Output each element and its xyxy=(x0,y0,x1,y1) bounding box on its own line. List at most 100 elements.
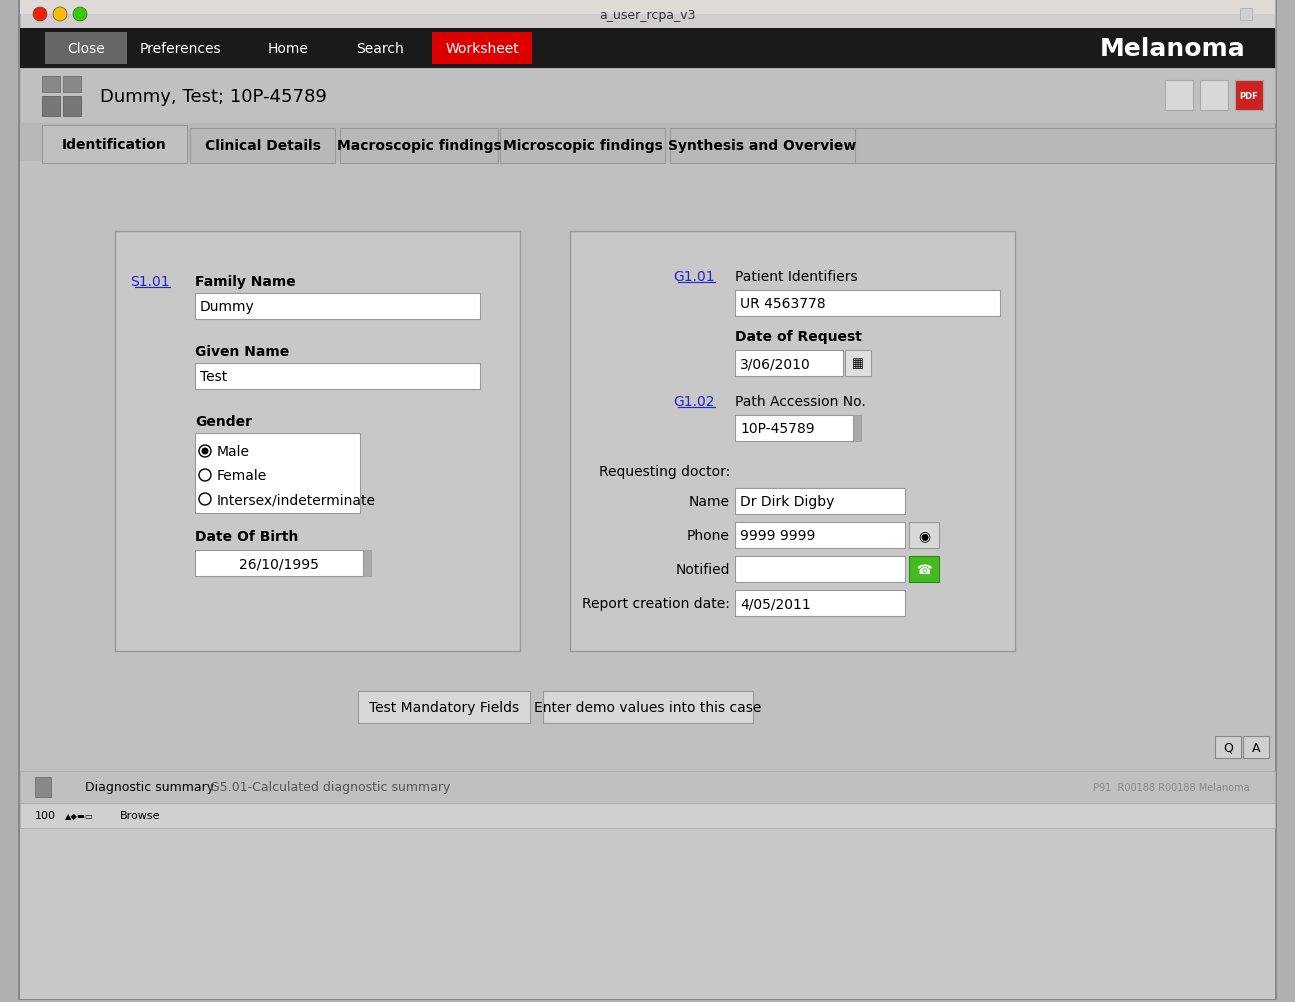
Bar xyxy=(41,126,186,164)
Bar xyxy=(736,416,853,442)
Bar xyxy=(341,129,499,164)
Text: Date Of Birth: Date Of Birth xyxy=(196,529,298,543)
Text: ▦: ▦ xyxy=(852,357,864,370)
Text: G1.01: G1.01 xyxy=(673,270,715,284)
Text: 26/10/1995: 26/10/1995 xyxy=(240,556,319,570)
Text: Dr Dirk Digby: Dr Dirk Digby xyxy=(739,495,834,508)
Text: a_user_rcpa_v3: a_user_rcpa_v3 xyxy=(600,8,695,21)
Bar xyxy=(19,772,1276,804)
Bar xyxy=(909,556,939,582)
Text: Search: Search xyxy=(356,42,404,56)
Bar xyxy=(19,29,1276,69)
Bar xyxy=(35,778,51,798)
Bar xyxy=(19,1,1276,29)
Bar xyxy=(736,489,905,514)
Bar xyxy=(1235,81,1263,111)
Bar xyxy=(63,77,82,93)
Text: S1.01: S1.01 xyxy=(131,275,170,289)
Text: Dummy, Test; 10P-45789: Dummy, Test; 10P-45789 xyxy=(100,87,326,105)
Text: ☎: ☎ xyxy=(916,563,932,576)
Bar xyxy=(63,97,82,117)
Bar xyxy=(1243,736,1269,759)
Text: Q: Q xyxy=(1222,740,1233,754)
Text: Identification: Identification xyxy=(62,138,167,152)
Bar xyxy=(736,351,843,377)
Bar xyxy=(909,522,939,548)
Text: Worksheet: Worksheet xyxy=(445,42,519,56)
Bar xyxy=(19,162,1276,772)
Text: Notified: Notified xyxy=(676,562,730,576)
Text: Path Accession No.: Path Accession No. xyxy=(736,395,866,409)
Bar xyxy=(736,556,905,582)
Text: P91  R00188 R00188 Melanoma: P91 R00188 R00188 Melanoma xyxy=(1093,783,1250,793)
Text: Close: Close xyxy=(67,42,105,56)
Text: 3/06/2010: 3/06/2010 xyxy=(739,357,811,371)
Circle shape xyxy=(202,448,208,455)
Text: Patient Identifiers: Patient Identifiers xyxy=(736,270,857,284)
Bar xyxy=(736,291,1000,317)
Bar xyxy=(433,33,532,65)
Text: Clinical Details: Clinical Details xyxy=(205,139,320,153)
Text: Gender: Gender xyxy=(196,415,253,429)
Text: Browse: Browse xyxy=(120,811,161,821)
Text: Test Mandatory Fields: Test Mandatory Fields xyxy=(369,700,519,714)
Text: Family Name: Family Name xyxy=(196,275,295,289)
Text: Report creation date:: Report creation date: xyxy=(583,596,730,610)
Bar xyxy=(41,77,60,93)
Text: Microscopic findings: Microscopic findings xyxy=(502,139,663,153)
Text: UR 4563778: UR 4563778 xyxy=(739,297,826,311)
Text: 9999 9999: 9999 9999 xyxy=(739,528,816,542)
Bar xyxy=(19,804,1276,829)
Bar xyxy=(1200,81,1228,111)
Circle shape xyxy=(199,494,211,505)
Bar xyxy=(196,434,360,513)
Bar xyxy=(363,550,370,576)
Bar xyxy=(19,69,1276,124)
Text: Given Name: Given Name xyxy=(196,345,289,359)
Text: 10P-45789: 10P-45789 xyxy=(739,422,815,436)
Text: Synthesis and Overview: Synthesis and Overview xyxy=(668,139,856,153)
Bar xyxy=(1241,9,1252,21)
Text: Dummy: Dummy xyxy=(199,300,255,314)
Circle shape xyxy=(199,446,211,458)
Bar xyxy=(853,416,861,442)
Text: Enter demo values into this case: Enter demo values into this case xyxy=(535,700,761,714)
Text: A: A xyxy=(1252,740,1260,754)
Text: PDF: PDF xyxy=(1239,91,1259,100)
Bar xyxy=(196,294,480,320)
Text: ▲◆▬▭: ▲◆▬▭ xyxy=(65,812,93,821)
Text: ◉: ◉ xyxy=(918,528,930,542)
Bar xyxy=(196,550,363,576)
Text: Preferences: Preferences xyxy=(139,42,221,56)
Text: Diagnostic summary:: Diagnostic summary: xyxy=(85,781,218,794)
Bar xyxy=(570,231,1015,651)
Text: 100: 100 xyxy=(35,811,56,821)
Text: G5.01-Calculated diagnostic summary: G5.01-Calculated diagnostic summary xyxy=(210,781,451,794)
Bar xyxy=(500,129,666,164)
Text: Phone: Phone xyxy=(688,528,730,542)
Bar xyxy=(45,33,127,65)
Bar xyxy=(19,124,1276,162)
Bar xyxy=(41,97,60,117)
Circle shape xyxy=(73,8,87,22)
Bar xyxy=(1235,81,1263,111)
Text: Requesting doctor:: Requesting doctor: xyxy=(598,465,730,479)
Text: Melanoma: Melanoma xyxy=(1099,37,1244,61)
Bar xyxy=(736,590,905,616)
Bar xyxy=(1166,81,1193,111)
Circle shape xyxy=(32,8,47,22)
Text: G1.02: G1.02 xyxy=(673,395,715,409)
Bar xyxy=(736,522,905,548)
Bar xyxy=(196,364,480,390)
Text: Date of Request: Date of Request xyxy=(736,330,862,344)
Bar xyxy=(855,129,1276,164)
Bar xyxy=(1215,736,1241,759)
Text: Intersex/indeterminate: Intersex/indeterminate xyxy=(218,493,376,506)
Text: Name: Name xyxy=(689,495,730,508)
Text: Macroscopic findings: Macroscopic findings xyxy=(337,139,501,153)
Text: Male: Male xyxy=(218,445,250,459)
Bar xyxy=(190,129,335,164)
Bar xyxy=(846,351,872,377)
Text: 4/05/2011: 4/05/2011 xyxy=(739,596,811,610)
Circle shape xyxy=(199,470,211,482)
